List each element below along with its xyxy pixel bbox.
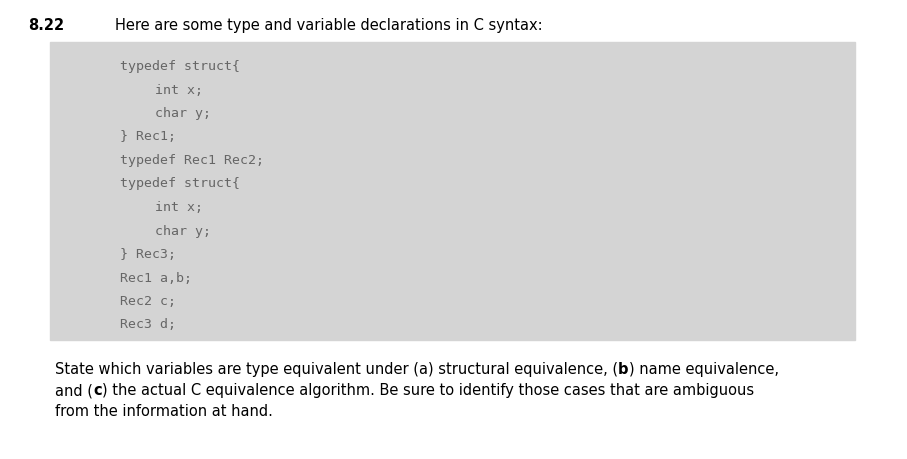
Bar	[50, 42, 855, 340]
Text: int x;: int x;	[155, 84, 203, 96]
Text: int x;: int x;	[155, 201, 203, 214]
Text: typedef struct{: typedef struct{	[120, 178, 240, 190]
Text: from the information at hand.: from the information at hand.	[55, 404, 273, 419]
Text: typedef Rec1 Rec2;: typedef Rec1 Rec2;	[120, 154, 264, 167]
Text: State which variables are type equivalent under (a) structural equivalence, (: State which variables are type equivalen…	[55, 362, 619, 377]
Text: ) the actual C equivalence algorithm. Be sure to identify those cases that are a: ) the actual C equivalence algorithm. Be…	[102, 383, 754, 398]
Text: 8.22: 8.22	[28, 18, 64, 33]
Text: Rec3 d;: Rec3 d;	[120, 319, 176, 331]
Text: char y;: char y;	[155, 107, 211, 120]
Text: c: c	[93, 383, 102, 398]
Text: ) name equivalence,: ) name equivalence,	[629, 362, 778, 377]
Text: } Rec1;: } Rec1;	[120, 130, 176, 144]
Text: Rec2 c;: Rec2 c;	[120, 295, 176, 308]
Text: Here are some type and variable declarations in C syntax:: Here are some type and variable declarat…	[115, 18, 542, 33]
Text: } Rec3;: } Rec3;	[120, 248, 176, 261]
Text: char y;: char y;	[155, 224, 211, 237]
Text: b: b	[619, 362, 629, 377]
Text: and (: and (	[55, 383, 93, 398]
Text: Rec1 a,b;: Rec1 a,b;	[120, 272, 192, 285]
Text: typedef struct{: typedef struct{	[120, 60, 240, 73]
